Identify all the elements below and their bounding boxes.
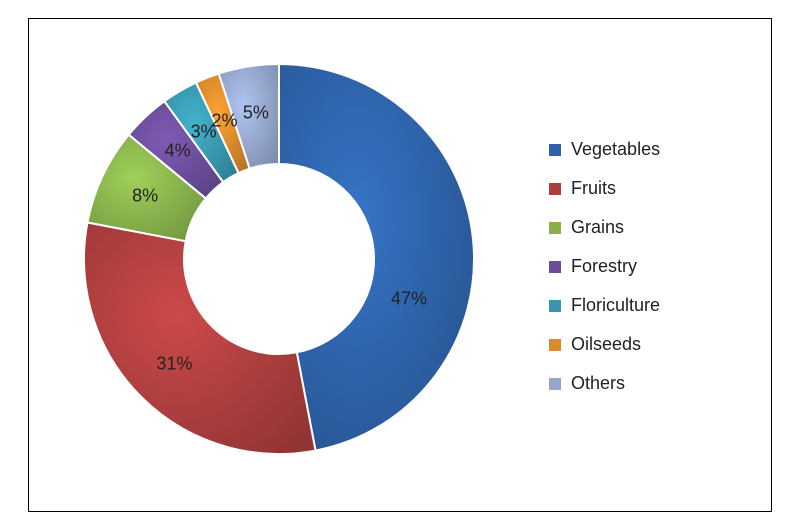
legend-item-floriculture: Floriculture [549, 295, 660, 316]
donut-chart: 47%31%8%4%3%2%5% [69, 49, 489, 469]
legend-label: Grains [571, 217, 624, 238]
legend-label: Floriculture [571, 295, 660, 316]
legend-swatch-icon [549, 222, 561, 234]
chart-frame: 47%31%8%4%3%2%5% VegetablesFruitsGrainsF… [28, 18, 772, 512]
legend-swatch-icon [549, 339, 561, 351]
slice-label-oilseeds: 2% [212, 111, 238, 132]
legend-label: Fruits [571, 178, 616, 199]
slice-label-fruits: 31% [156, 353, 192, 374]
legend-item-others: Others [549, 373, 660, 394]
legend-item-fruits: Fruits [549, 178, 660, 199]
legend-item-grains: Grains [549, 217, 660, 238]
donut-hole [184, 164, 374, 354]
legend-item-oilseeds: Oilseeds [549, 334, 660, 355]
legend-swatch-icon [549, 261, 561, 273]
slice-label-grains: 8% [132, 185, 158, 206]
legend-swatch-icon [549, 300, 561, 312]
legend-label: Others [571, 373, 625, 394]
legend-swatch-icon [549, 144, 561, 156]
slice-label-others: 5% [243, 102, 269, 123]
legend-label: Oilseeds [571, 334, 641, 355]
legend-item-vegetables: Vegetables [549, 139, 660, 160]
slice-label-forestry: 4% [165, 141, 191, 162]
slice-label-vegetables: 47% [391, 289, 427, 310]
legend-label: Forestry [571, 256, 637, 277]
legend-swatch-icon [549, 378, 561, 390]
legend-swatch-icon [549, 183, 561, 195]
legend-label: Vegetables [571, 139, 660, 160]
donut-svg [69, 49, 489, 469]
legend: Vegetables Fruits Grains Forestry Floricultu… [549, 139, 660, 394]
legend-item-forestry: Forestry [549, 256, 660, 277]
